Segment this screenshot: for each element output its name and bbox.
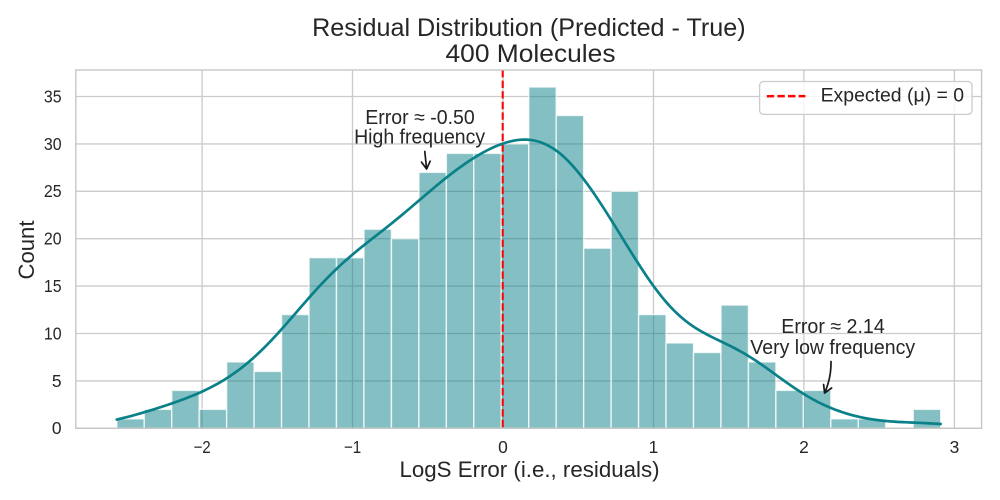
svg-text:10: 10	[44, 323, 62, 343]
svg-text:2: 2	[799, 437, 809, 457]
svg-text:Error ≈ 2.14: Error ≈ 2.14	[781, 316, 885, 338]
svg-text:35: 35	[44, 87, 62, 107]
svg-text:Count: Count	[14, 221, 39, 280]
svg-text:0: 0	[52, 418, 62, 438]
svg-text:−1: −1	[344, 437, 361, 457]
svg-text:0: 0	[498, 437, 508, 457]
svg-text:400 Molecules: 400 Molecules	[446, 40, 616, 68]
svg-text:Error ≈ -0.50: Error ≈ -0.50	[365, 107, 475, 129]
svg-text:High frequency: High frequency	[354, 126, 486, 148]
svg-text:5: 5	[52, 371, 62, 391]
svg-text:Residual Distribution (Predict: Residual Distribution (Predicted - True)	[312, 14, 746, 42]
svg-text:1: 1	[649, 437, 659, 457]
svg-text:Expected (μ) = 0: Expected (μ) = 0	[821, 85, 965, 107]
svg-text:25: 25	[44, 181, 62, 201]
svg-text:15: 15	[44, 276, 62, 296]
svg-text:Very low frequency: Very low frequency	[750, 337, 916, 359]
svg-text:LogS Error (i.e., residuals): LogS Error (i.e., residuals)	[400, 457, 660, 482]
svg-text:−2: −2	[193, 437, 210, 457]
svg-text:3: 3	[950, 437, 960, 457]
svg-text:20: 20	[44, 229, 62, 249]
svg-text:30: 30	[44, 134, 62, 154]
